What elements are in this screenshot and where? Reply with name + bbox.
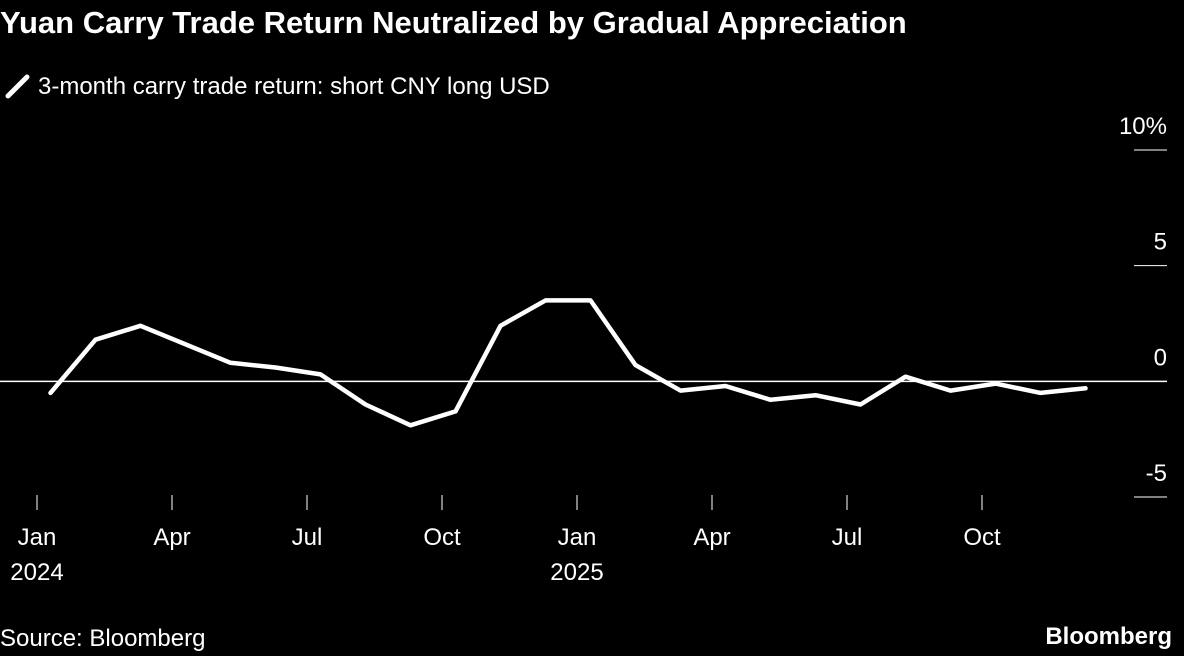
x-tick-label: Jan: [558, 524, 597, 551]
x-tick-label: Jul: [832, 524, 863, 551]
chart-title: Yuan Carry Trade Return Neutralized by G…: [0, 5, 907, 40]
x-tick-label: Jul: [292, 524, 323, 551]
legend-label: 3-month carry trade return: short CNY lo…: [38, 73, 550, 100]
x-tick-label: Oct: [963, 524, 1001, 551]
y-tick-label: 5: [1154, 229, 1167, 256]
x-tick-label: Jan: [18, 524, 57, 551]
x-tick-label: Apr: [153, 524, 190, 551]
logo: Bloomberg: [1045, 623, 1172, 650]
line-series: [48, 298, 1088, 428]
x-tick-year: 2025: [550, 559, 603, 586]
source: Source: Bloomberg: [0, 625, 205, 652]
y-tick-label: 0: [1154, 344, 1167, 371]
y-tick-label: 10%: [1119, 113, 1167, 140]
y-tick-label: -5: [1146, 460, 1167, 487]
legend-swatch: [5, 74, 30, 99]
x-tick-label: Oct: [423, 524, 461, 551]
x-tick-year: 2024: [10, 559, 63, 586]
x-tick-label: Apr: [693, 524, 730, 551]
